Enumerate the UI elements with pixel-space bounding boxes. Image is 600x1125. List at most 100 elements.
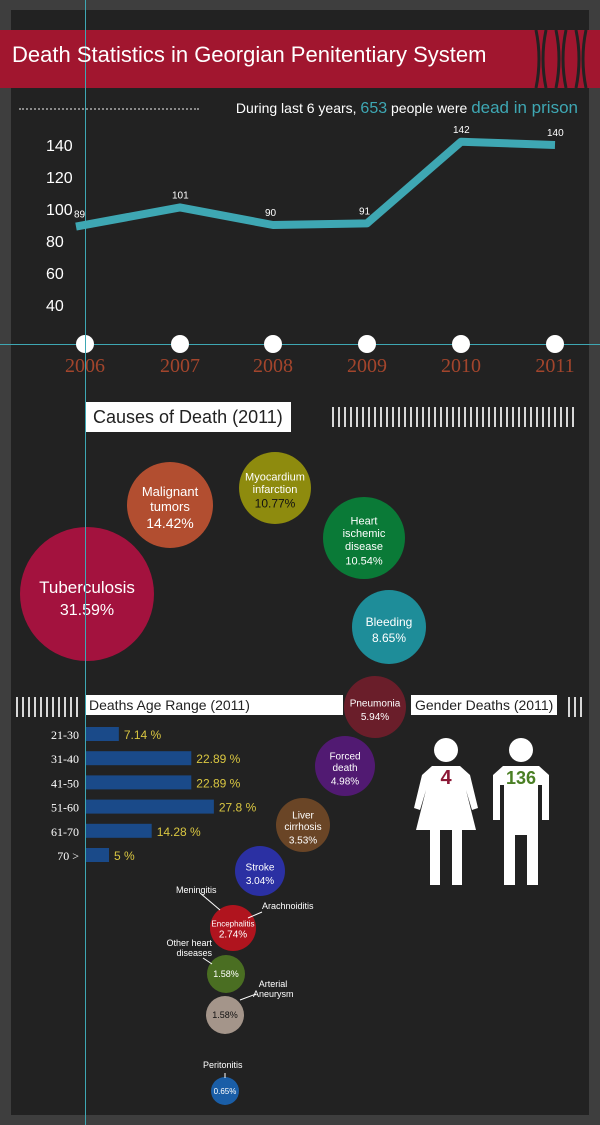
bubble-label: tumors [150,499,190,514]
bubble-label: Tuberculosis [39,578,135,597]
bubble-label: Myocardium [245,471,305,483]
annotation-other-heart: Other heart diseases [166,938,212,958]
annotation-peritonitis: Peritonitis [203,1060,243,1070]
x-tick-label: 2007 [160,355,200,377]
data-label: 91 [359,206,371,217]
x-tick-label: 2008 [253,355,293,377]
female-figure [414,766,478,885]
annotation-meningitis: Meningitis [176,885,217,895]
age-category-label: 21-30 [51,728,79,742]
age-category-label: 70 > [57,849,79,863]
age-bar [86,775,192,790]
cause-bubble [344,676,406,738]
data-label: 90 [265,208,277,219]
y-tick-label: 60 [46,266,64,283]
year-marker [264,335,282,353]
bubble-value: 31.59% [60,602,114,619]
person-head [509,738,533,762]
annotation-arachnoiditis: Arachnoiditis [262,901,314,911]
male-figure [493,766,549,885]
deaths-series-line [75,137,556,231]
y-tick-label: 140 [46,138,73,155]
year-marker [452,335,470,353]
age-category-label: 31-40 [51,752,79,766]
data-label: 142 [453,125,470,136]
bubble-value: 1.58% [212,1010,238,1020]
causes-stripes [332,407,578,427]
vertical-guide-line [85,0,86,1125]
cause-bubble [20,527,154,661]
x-tick-label: 2010 [441,355,481,377]
age-title: Deaths Age Range (2011) [85,695,343,715]
age-value-label: 5 % [114,849,135,863]
data-label: 101 [172,190,189,201]
year-marker [171,335,189,353]
summary-middle: people were [391,100,468,116]
female-count: 4 [440,767,452,789]
cause-bubble [127,462,213,548]
cause-bubble [276,798,330,852]
age-category-label: 61-70 [51,825,79,839]
bubble-label: cirrhosis [284,822,321,833]
bubble-value: 1.58% [213,969,239,979]
bubble-label: ischemic [343,528,386,540]
y-tick-label: 40 [46,298,64,315]
person-head [434,738,458,762]
annotation-connector [202,957,213,965]
data-label: 140 [547,128,564,139]
y-tick-label: 120 [46,170,73,187]
bubble-label: Pneumonia [350,698,401,709]
x-tick-label: 2009 [347,355,387,377]
age-bar [86,751,192,766]
bubble-label: infarction [253,484,298,496]
annotation-connector [247,911,263,919]
dotted-divider [19,108,199,110]
horizontal-guide-line [0,344,600,345]
age-bar [86,799,214,814]
banner-ornament [534,29,588,89]
data-label: 89 [74,210,86,221]
cause-bubble [323,497,405,579]
age-bar [86,823,152,838]
bubble-label: death [332,763,357,774]
bubble-value: 4.98% [331,777,359,788]
age-category-label: 51-60 [51,801,79,815]
summary-text: During last 6 years, 653 people were dea… [236,98,578,118]
year-marker [546,335,564,353]
summary-highlight: dead in prison [471,98,578,117]
causes-title: Causes of Death (2011) [85,402,291,432]
age-bar [86,848,109,862]
summary-prefix: During last 6 years, [235,100,357,116]
bubble-value: 0.65% [214,1087,237,1096]
page-title: Death Statistics in Georgian Penitentiar… [12,42,487,67]
annotation-aneurysm: Arterial Aneurysm [253,979,294,999]
summary-count: 653 [360,100,388,117]
bubble-label: Heart [351,516,378,528]
bubble-label: Bleeding [366,615,413,629]
cause-bubble [206,996,244,1034]
annotation-connector [239,993,257,1001]
cause-bubble [352,590,426,664]
year-marker [358,335,376,353]
bubble-value: 14.42% [146,515,193,531]
age-value-label: 22.89 % [196,752,240,766]
cause-bubble [235,846,285,896]
age-stripes [16,697,78,717]
bubble-label: disease [345,541,383,553]
gender-title: Gender Deaths (2011) [411,695,558,715]
cause-bubble [211,1077,239,1105]
bubble-value: 8.65% [372,631,406,645]
gender-stripes [568,697,584,717]
age-bar [86,727,119,741]
age-value-label: 14.28 % [157,825,201,839]
annotation-connector [199,892,221,911]
bubble-label: Malignant [142,484,199,499]
bubble-value: 3.04% [246,876,274,887]
male-count: 136 [506,768,536,788]
age-category-label: 41-50 [51,776,79,790]
bubble-value: 5.94% [361,712,389,723]
bubble-label: Stroke [246,862,275,873]
